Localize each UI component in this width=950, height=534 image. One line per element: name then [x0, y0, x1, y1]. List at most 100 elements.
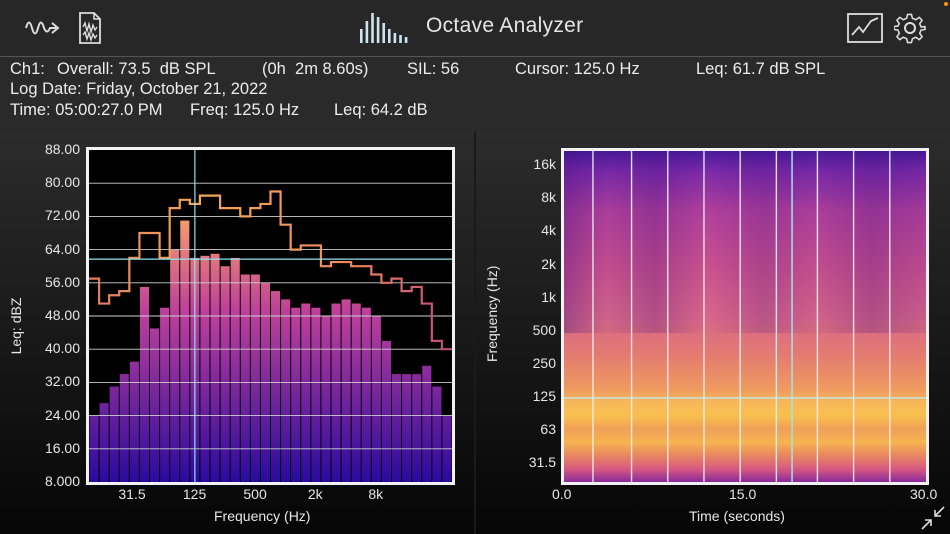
logo-bar: [382, 23, 385, 43]
logo-bar: [393, 33, 397, 43]
y-tick-label: 2k: [541, 255, 556, 272]
octave-bar: [301, 303, 311, 482]
octave-bar: [240, 274, 250, 482]
y-tick-label: 1k: [541, 288, 556, 305]
octave-bar: [402, 374, 412, 482]
x-tick-label: 15.0: [729, 486, 757, 502]
logo-bar: [360, 29, 363, 43]
app-title: Octave Analyzer: [426, 14, 584, 37]
octave-bar: [271, 291, 281, 482]
octave-bar: [170, 249, 180, 482]
octave-bar: [109, 386, 119, 482]
bar-chart-y-label: Leq: dBZ: [8, 297, 24, 355]
octave-bar: [200, 255, 210, 482]
leq-spl-value: Leq: 61.7 dB SPL: [696, 60, 826, 78]
octave-bar-chart[interactable]: [86, 147, 455, 485]
cursor-freq: Freq: 125.0 Hz: [190, 101, 300, 119]
collapse-icon[interactable]: [918, 504, 948, 532]
octave-bar: [331, 303, 341, 482]
octave-bar: [139, 286, 149, 482]
plot-frame: [561, 148, 929, 485]
octave-bar: [250, 274, 260, 482]
x-tick-label: 0.0: [552, 486, 572, 502]
x-tick-label: 125: [182, 486, 207, 502]
y-tick-label: 80.00: [44, 174, 80, 191]
elapsed-duration: (0h 2m 8.60s): [262, 60, 369, 78]
spectrogram-variation: [564, 151, 926, 334]
graph-icon[interactable]: [846, 8, 884, 48]
y-tick-label: 63: [540, 421, 556, 438]
x-tick-label: 2k: [307, 486, 323, 502]
plot-frame: [86, 147, 455, 485]
y-tick-label: 250: [532, 354, 556, 371]
y-tick-label: 32.00: [44, 373, 80, 390]
logo-bar: [376, 17, 380, 43]
x-tick-label: 8k: [368, 486, 384, 502]
y-tick-label: 40.00: [44, 340, 80, 357]
x-tick-label: 30.0: [910, 486, 938, 502]
spectrogram-chart[interactable]: [561, 148, 929, 485]
x-tick-label: 500: [243, 486, 267, 502]
octave-bar: [160, 307, 170, 482]
logo-bar: [399, 35, 402, 43]
logo-bar: [371, 13, 374, 43]
log-date: Log Date: Friday, October 21, 2022: [10, 80, 268, 98]
logo-bar: [388, 29, 391, 43]
x-tick-label: 31.5: [118, 486, 146, 502]
y-tick-label: 48.00: [44, 307, 80, 323]
waveform-file-icon[interactable]: [76, 8, 104, 48]
octave-bar: [392, 374, 402, 482]
gear-icon[interactable]: [893, 8, 927, 48]
octave-bar: [281, 299, 291, 482]
y-tick-label: 16k: [533, 156, 556, 173]
logo-bar: [365, 21, 369, 43]
y-tick-label: 4k: [541, 222, 556, 239]
y-tick-label: 31.5: [528, 454, 556, 471]
octave-bar: [371, 316, 381, 482]
octave-bar: [432, 386, 442, 482]
y-tick-label: 8k: [541, 189, 556, 206]
spectrogram-x-label: Time (seconds): [689, 508, 785, 524]
octave-bar: [230, 257, 240, 482]
y-tick-label: 500: [532, 321, 556, 338]
octave-bar: [321, 316, 331, 482]
spectrogram-y-label: Frequency (Hz): [484, 265, 500, 362]
cursor-time: Time: 05:00:27.0 PM: [10, 101, 163, 119]
octave-bar: [311, 307, 321, 482]
octave-bar: [291, 307, 301, 482]
info-bar: Ch1: Overall: 73.5 dB SPL (0h 2m 8.60s) …: [0, 57, 950, 131]
y-tick-label: 8.000: [44, 473, 80, 489]
y-tick-label: 88.00: [44, 141, 80, 157]
octave-bar: [129, 361, 139, 482]
octave-bar: [412, 374, 422, 482]
y-tick-label: 72.00: [44, 207, 80, 224]
leq-db-value: Leq: 64.2 dB: [334, 101, 428, 119]
octave-bar: [381, 340, 391, 482]
octave-bar: [351, 303, 361, 482]
octave-bar: [99, 403, 109, 482]
toolbar: Octave Analyzer: [0, 0, 950, 57]
octave-bar: [150, 328, 160, 482]
octave-bar: [180, 220, 190, 483]
y-tick-label: 16.00: [44, 439, 80, 456]
waveform-arrow-icon[interactable]: [22, 8, 66, 48]
overall-level: Overall: 73.5 dB SPL: [57, 60, 216, 78]
octave-bar: [119, 374, 129, 482]
octave-bar: [220, 266, 230, 482]
y-tick-label: 24.00: [44, 406, 80, 423]
channel-label: Ch1:: [10, 60, 45, 78]
y-tick-label: 64.00: [44, 240, 80, 257]
octave-bar: [210, 253, 220, 482]
octave-bar: [341, 299, 351, 482]
logo-bar: [404, 37, 408, 43]
bar-chart-x-label: Frequency (Hz): [214, 508, 311, 524]
cursor-frequency: Cursor: 125.0 Hz: [515, 60, 640, 78]
sil-value: SIL: 56: [407, 60, 460, 78]
octave-bar: [422, 365, 432, 482]
y-tick-label: 56.00: [44, 273, 80, 290]
octave-bars-icon: [357, 8, 411, 48]
octave-bar: [361, 307, 371, 482]
max-level-line: [89, 190, 452, 351]
status-dot: [944, 2, 948, 6]
y-tick-label: 125: [532, 387, 556, 404]
